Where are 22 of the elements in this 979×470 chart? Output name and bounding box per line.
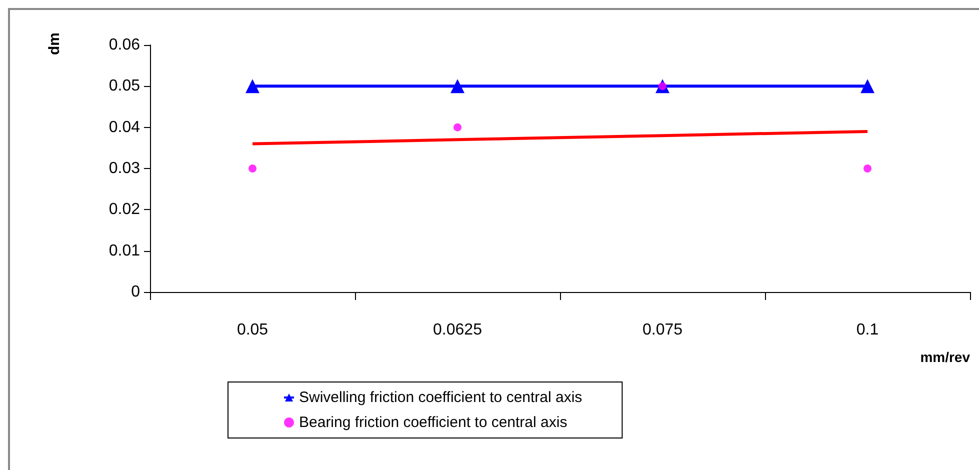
legend-label: Bearing friction coefficient to central axis xyxy=(299,414,568,431)
y-tick-label: 0.05 xyxy=(108,78,140,95)
point xyxy=(864,164,872,172)
y-tick-label: 0.06 xyxy=(108,36,140,54)
x-tick-label: 0.1 xyxy=(856,322,879,338)
line-series xyxy=(251,130,869,146)
y-tick-label: 0 xyxy=(131,284,140,300)
y-axis-title: dm xyxy=(46,32,63,55)
y-tick-label: 0.04 xyxy=(108,118,140,136)
point xyxy=(248,164,256,172)
x-tick-label: 0.075 xyxy=(642,322,683,338)
x-axis-title: mm/rev xyxy=(920,349,970,365)
y-tick-label: 0.03 xyxy=(108,160,140,177)
point xyxy=(450,79,464,94)
x-tick-label: 0.0625 xyxy=(433,322,482,338)
y-tick-label: 0.02 xyxy=(108,201,140,218)
point xyxy=(860,79,874,94)
y-tick-label: 0.01 xyxy=(108,242,140,260)
point xyxy=(454,123,462,132)
x-tick-label: 0.05 xyxy=(236,322,268,338)
point xyxy=(246,79,260,94)
legend-label: Swivelling friction coefficient to central axis xyxy=(299,389,582,406)
